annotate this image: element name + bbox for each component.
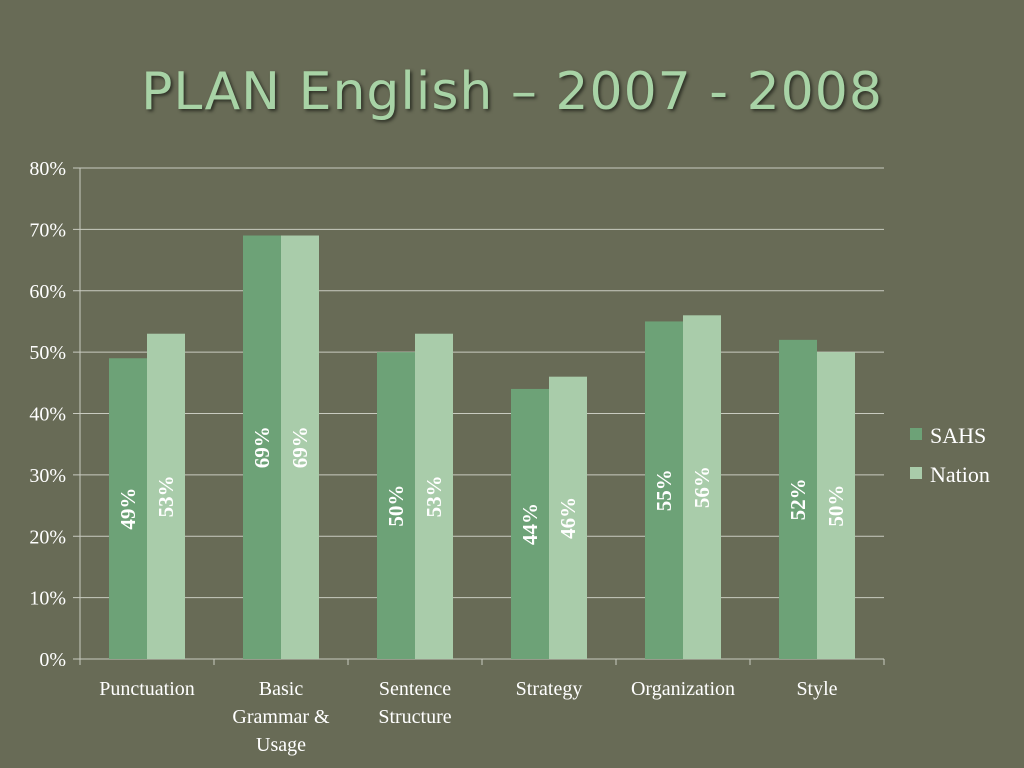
data-label: 56%: [690, 466, 714, 508]
category-label-line: Punctuation: [99, 678, 195, 700]
y-tick-label: 30%: [29, 465, 66, 487]
bar-sahs: [779, 339, 817, 659]
y-tick-label: 80%: [29, 158, 66, 180]
data-label: 53%: [422, 475, 446, 517]
data-label: 53%: [154, 475, 178, 517]
category-label-line: Basic: [259, 678, 304, 700]
data-label: 50%: [824, 485, 848, 527]
y-tick-label: 0%: [39, 649, 66, 671]
data-label: 50%: [384, 485, 408, 527]
category-label: Punctuation: [99, 678, 195, 700]
data-label: 44%: [518, 503, 542, 545]
bar-nation: [415, 333, 453, 659]
category-label-line: Organization: [631, 678, 735, 700]
slide-title: PLAN English – 2007 - 2008: [141, 62, 883, 122]
category-label: Style: [796, 678, 837, 700]
y-tick-label: 40%: [29, 404, 66, 426]
bar-sahs: [377, 352, 415, 659]
category-label-line: Structure: [378, 706, 451, 728]
bar-nation: [683, 315, 721, 659]
y-tick-label: 70%: [29, 219, 66, 241]
category-label: Basic Grammar & Usage: [232, 678, 330, 756]
category-label-line: Grammar &: [232, 706, 330, 728]
category-label-line: Usage: [256, 734, 306, 756]
data-label: 49%: [116, 488, 140, 530]
category-label: Strategy: [516, 678, 583, 700]
bar-sahs: [109, 358, 147, 659]
legend-label: Nation: [930, 462, 990, 487]
bar-sahs: [511, 388, 549, 659]
y-tick-label: 10%: [29, 588, 66, 610]
category-label: Sentence Structure: [378, 678, 451, 728]
data-label: 69%: [250, 426, 274, 468]
y-tick-label: 60%: [29, 281, 66, 303]
category-label-line: Style: [796, 678, 837, 700]
bar-nation: [549, 376, 587, 659]
legend-label: SAHS: [930, 423, 986, 448]
data-label: 69%: [288, 426, 312, 468]
y-tick-label: 50%: [29, 342, 66, 364]
bar-nation: [281, 235, 319, 659]
legend-swatch-nation: [910, 467, 922, 479]
category-label-line: Sentence: [379, 678, 451, 700]
bar-sahs: [645, 321, 683, 659]
bar-nation: [817, 352, 855, 659]
data-label: 52%: [786, 478, 810, 520]
data-label: 55%: [652, 469, 676, 511]
legend-swatch-sahs: [910, 428, 922, 440]
bar-sahs: [243, 235, 281, 659]
y-tick-label: 20%: [29, 526, 66, 548]
category-label: Organization: [631, 678, 735, 700]
category-label-line: Strategy: [516, 678, 583, 700]
data-label: 46%: [556, 497, 580, 539]
bar-nation: [147, 333, 185, 659]
